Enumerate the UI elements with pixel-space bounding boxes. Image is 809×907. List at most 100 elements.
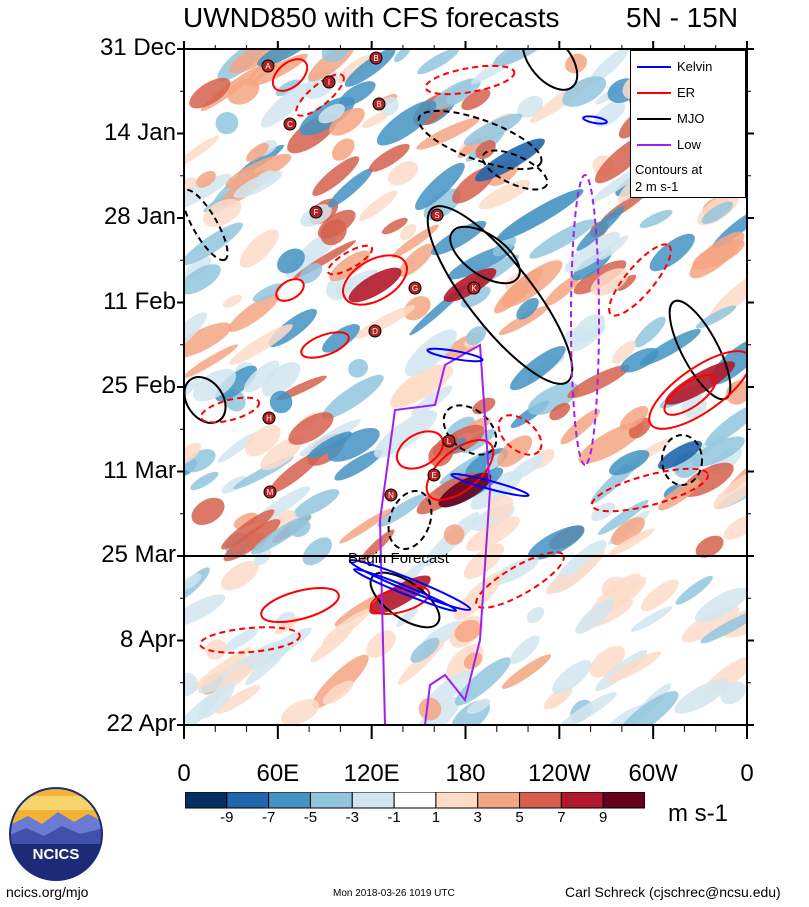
contour-line <box>426 205 574 385</box>
contour-line <box>199 626 301 654</box>
logo-text: NCICS <box>33 846 80 863</box>
x-tick-label: 0 <box>177 760 191 787</box>
footer-timestamp: Mon 2018-03-26 1019 UTC <box>333 888 455 899</box>
storm-marker: G <box>408 281 422 295</box>
chart-subtitle-latband: 5N - 15N <box>626 2 739 33</box>
contour-line <box>570 174 600 466</box>
x-tick-label: 60E <box>256 760 300 787</box>
colorbar-label: -9 <box>220 809 234 826</box>
colorbar-label: -3 <box>345 809 359 826</box>
contour-line <box>425 439 495 501</box>
storm-marker: A <box>261 59 275 73</box>
storm-marker: N <box>384 488 398 502</box>
footer-author: Carl Schreck (cjschrec@ncsu.edu) <box>565 884 781 900</box>
legend-label: Kelvin <box>677 59 713 74</box>
contour-line <box>424 64 516 96</box>
contour-line <box>295 73 345 117</box>
contour-line <box>387 489 433 551</box>
colorbar-swatch <box>309 792 353 809</box>
colorbar-label: -7 <box>261 809 276 826</box>
contour-line <box>590 467 710 513</box>
contour-line <box>342 254 408 306</box>
y-tick-label: 11 Feb <box>103 287 176 315</box>
legend: Kelvin ER MJO Low Contours at 2 m s-1 <box>630 50 746 198</box>
storm-marker: E <box>427 468 441 482</box>
x-tick-label: 180 <box>445 760 486 787</box>
x-tick-label: 120E <box>343 760 400 787</box>
colorbar-label: -5 <box>303 809 318 826</box>
contour-line <box>184 376 227 424</box>
storm-letter: B <box>373 54 378 63</box>
colorbar-swatch <box>519 792 562 809</box>
storm-marker: L <box>442 434 456 448</box>
colorbar-swatch <box>351 792 395 809</box>
chart-title: UWND850 with CFS forecasts 5N - 15N <box>0 2 809 38</box>
contour-line <box>184 188 229 262</box>
legend-swatch <box>637 92 671 94</box>
x-tick-label: 120W <box>527 760 591 787</box>
ncics-logo: NCICS <box>9 787 103 881</box>
contour-line <box>450 472 530 498</box>
storm-letter: G <box>412 284 418 293</box>
colorbar-label: 3 <box>473 809 482 826</box>
storm-marker: K <box>467 281 481 295</box>
colorbar-swatch <box>226 792 270 809</box>
contour-line <box>326 244 374 276</box>
storm-letter: N <box>388 491 394 500</box>
storm-marker: M <box>263 485 277 499</box>
contour-line <box>300 331 350 359</box>
storm-letter: A <box>265 62 271 71</box>
colorbar-swatch <box>185 792 228 809</box>
x-tick-label: 0 <box>740 760 754 787</box>
contour-line <box>417 109 543 171</box>
storm-letter: D <box>372 327 378 336</box>
low-contour <box>378 343 492 725</box>
storm-marker: I <box>322 75 336 89</box>
contour-overlays <box>184 49 747 725</box>
footer-url[interactable]: ncics.org/mjo <box>6 884 89 900</box>
colorbar-swatch <box>393 792 437 809</box>
colorbar <box>185 792 645 809</box>
contour-line <box>449 225 521 285</box>
legend-contour-note: Contours at 2 m s-1 <box>635 162 703 194</box>
colorbar-swatch <box>477 792 521 809</box>
legend-label: MJO <box>677 111 705 126</box>
storm-letter: C <box>287 120 293 129</box>
y-tick-label: 28 Jan <box>103 203 176 230</box>
y-tick-label: 11 Mar <box>103 456 176 484</box>
y-tick-label: 31 Dec <box>99 34 176 61</box>
legend-swatch <box>637 66 671 68</box>
storm-marker: C <box>283 117 297 131</box>
contour-line <box>426 347 484 363</box>
contour-line <box>275 278 305 302</box>
storm-letter: K <box>471 284 477 293</box>
axis-ticks <box>177 41 754 739</box>
colorbar-label: 9 <box>599 809 608 826</box>
colorbar-swatch <box>560 792 604 809</box>
contour-line <box>648 350 747 430</box>
legend-label: Low <box>677 137 701 152</box>
colorbar-label: 1 <box>431 809 441 826</box>
contour-line <box>348 559 472 611</box>
colorbar-swatch <box>435 792 479 809</box>
storm-marker: B <box>369 51 383 65</box>
storm-marker: H <box>262 411 276 425</box>
storm-letter: M <box>267 488 274 497</box>
contour-line <box>352 568 458 612</box>
colorbar-label: 7 <box>557 809 566 826</box>
storm-letter: F <box>314 208 319 217</box>
storm-letter: I <box>328 78 330 87</box>
x-tick-label: 60W <box>628 760 678 787</box>
storm-letter: B <box>376 100 381 109</box>
forecast-start-label: Begin Forecast <box>348 550 450 567</box>
legend-swatch <box>637 118 671 120</box>
colorbar-units: m s-1 <box>668 800 728 827</box>
contour-line <box>369 585 431 615</box>
contour-line <box>661 434 703 486</box>
storm-letter: H <box>266 414 272 423</box>
contour-line <box>199 396 261 424</box>
storm-marker: S <box>430 208 444 222</box>
storm-letter: L <box>447 437 452 446</box>
storm-letter: E <box>431 471 436 480</box>
